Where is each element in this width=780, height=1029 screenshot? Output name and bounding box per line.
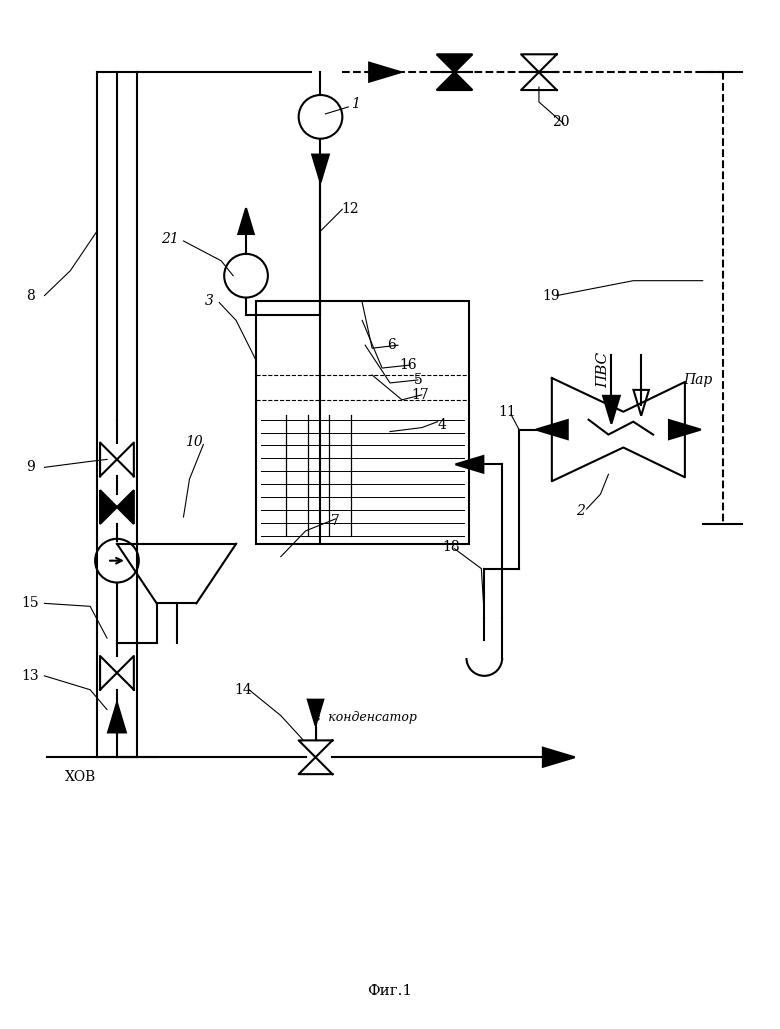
Text: 7: 7	[331, 513, 340, 528]
Polygon shape	[437, 72, 473, 91]
Text: 11: 11	[498, 404, 516, 419]
Text: 8: 8	[27, 288, 35, 303]
Text: 3: 3	[205, 293, 214, 308]
Polygon shape	[669, 420, 700, 439]
Text: 5: 5	[413, 372, 422, 387]
Polygon shape	[437, 55, 473, 72]
Text: 1: 1	[351, 97, 360, 111]
Text: 18: 18	[443, 540, 460, 554]
Text: 10: 10	[185, 434, 202, 449]
Polygon shape	[536, 420, 568, 439]
Text: 9: 9	[27, 460, 35, 474]
Text: 4: 4	[438, 418, 446, 431]
Polygon shape	[312, 154, 329, 182]
Text: 2: 2	[576, 504, 585, 518]
Polygon shape	[308, 700, 323, 725]
Text: ПВС: ПВС	[597, 352, 611, 388]
Polygon shape	[456, 456, 484, 472]
Text: 21: 21	[161, 232, 179, 246]
Text: 15: 15	[22, 597, 40, 610]
Polygon shape	[603, 396, 620, 424]
Polygon shape	[100, 490, 117, 524]
Text: 17: 17	[411, 388, 429, 402]
Text: Пар: Пар	[683, 372, 712, 387]
Polygon shape	[238, 208, 254, 234]
Text: 12: 12	[342, 202, 359, 216]
Polygon shape	[633, 390, 649, 416]
Text: 20: 20	[552, 115, 569, 129]
Text: 14: 14	[234, 683, 252, 697]
Text: в  конденсатор: в конденсатор	[314, 711, 417, 724]
Text: ХОВ: ХОВ	[65, 770, 96, 784]
Polygon shape	[369, 63, 401, 81]
Text: 6: 6	[388, 339, 396, 352]
Text: Фиг.1: Фиг.1	[367, 984, 413, 997]
Polygon shape	[543, 748, 575, 767]
Text: 16: 16	[399, 358, 417, 372]
Bar	[256, 300, 470, 543]
Text: 19: 19	[542, 288, 560, 303]
Polygon shape	[117, 490, 134, 524]
Text: 13: 13	[22, 669, 40, 683]
Polygon shape	[108, 703, 126, 733]
